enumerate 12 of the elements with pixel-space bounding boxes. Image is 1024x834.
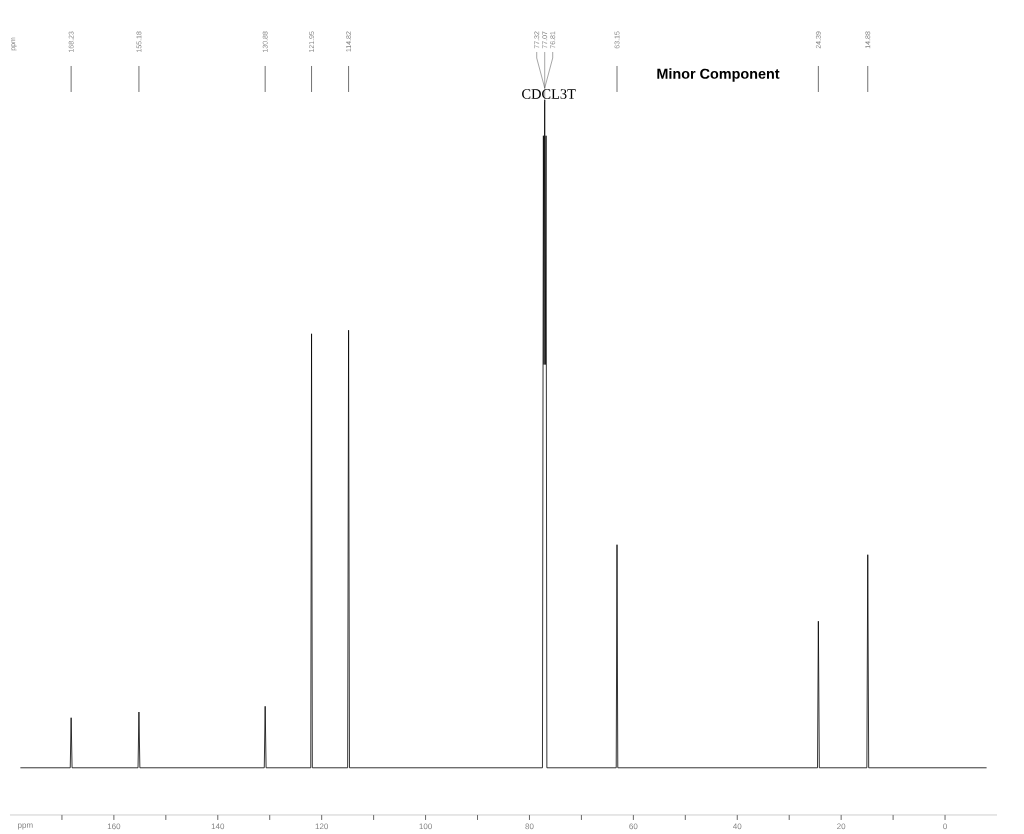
x-tick-label: 120	[315, 823, 329, 830]
x-tick-label: 60	[629, 823, 638, 830]
x-tick-label: 40	[733, 823, 742, 830]
x-tick-label: 0	[943, 823, 947, 830]
x-tick-label: 140	[211, 823, 225, 830]
x-tick-label: 160	[107, 823, 121, 830]
text: Minor Component	[657, 68, 780, 82]
x-tick-label: 80	[525, 823, 534, 830]
x-tick-label: 20	[837, 823, 846, 830]
x-tick-label: 100	[419, 823, 432, 830]
text: CDCL3T	[522, 89, 576, 99]
x-axis-title: ppm	[18, 823, 33, 830]
